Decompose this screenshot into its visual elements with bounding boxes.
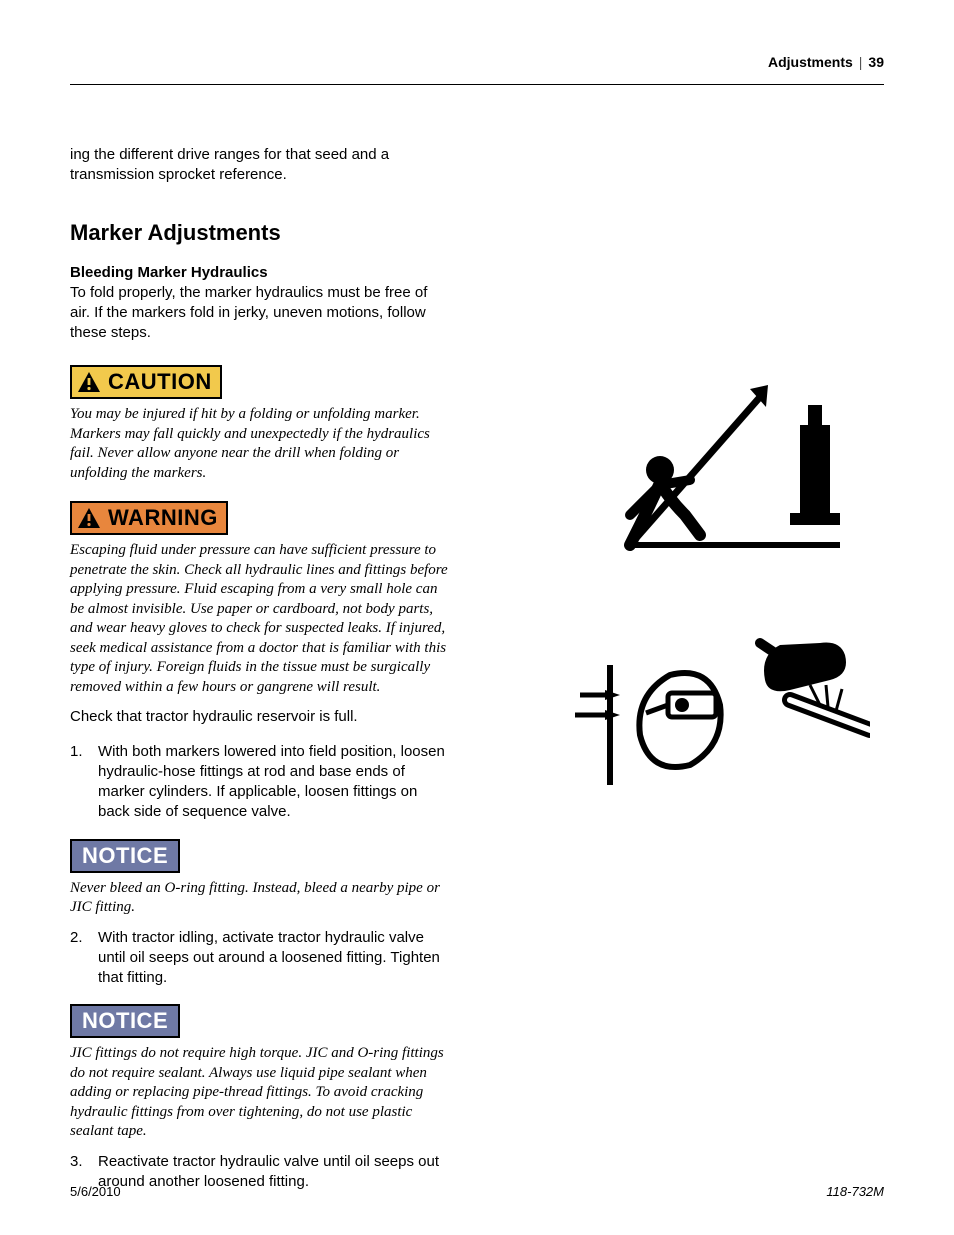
- steps-list-2: 2. With tractor idling, activate tractor…: [70, 928, 450, 989]
- notice-label-text: NOTICE: [72, 1008, 178, 1034]
- step-text: With both markers lowered into field pos…: [98, 742, 450, 823]
- illustration-folding-marker: [590, 385, 850, 555]
- steps-list-1: 1. With both markers lowered into field …: [70, 742, 450, 823]
- right-column: [490, 145, 884, 1200]
- step-text: With tractor idling, activate tractor hy…: [98, 928, 450, 989]
- footer-date: 5/6/2010: [70, 1184, 121, 1199]
- caution-label-text: CAUTION: [106, 369, 220, 395]
- caution-text: You may be injured if hit by a folding o…: [70, 405, 450, 483]
- header-page-number: 39: [868, 54, 884, 70]
- list-item: 1. With both markers lowered into field …: [70, 742, 450, 823]
- notice-label: NOTICE: [70, 839, 180, 873]
- header-separator: |: [859, 54, 863, 70]
- page: Adjustments | 39 ing the different drive…: [0, 0, 954, 1235]
- header-section: Adjustments: [768, 54, 853, 70]
- notice2-text: JIC fittings do not require high torque.…: [70, 1044, 450, 1142]
- section-title: Marker Adjustments: [70, 220, 450, 246]
- page-header: Adjustments | 39: [70, 54, 884, 70]
- notice-label-text: NOTICE: [72, 843, 178, 869]
- caution-label: CAUTION: [70, 365, 222, 399]
- left-column: ing the different drive ranges for that …: [70, 145, 450, 1200]
- content-columns: ing the different drive ranges for that …: [70, 145, 884, 1200]
- notice-label: NOTICE: [70, 1004, 180, 1038]
- intro-continuation: ing the different drive ranges for that …: [70, 145, 450, 186]
- warning-label-text: WARNING: [106, 505, 226, 531]
- alert-triangle-icon: [72, 367, 106, 397]
- alert-triangle-icon: [72, 503, 106, 533]
- warning-text: Escaping fluid under pressure can have s…: [70, 541, 450, 697]
- list-item: 2. With tractor idling, activate tractor…: [70, 928, 450, 989]
- footer-doc-number: 118-732M: [826, 1184, 884, 1199]
- page-footer: 5/6/2010 118-732M: [70, 1184, 884, 1199]
- subsection-title: Bleeding Marker Hydraulics: [70, 264, 450, 281]
- step-number: 2.: [70, 928, 98, 989]
- illustration-hydraulic-safety: [550, 635, 870, 795]
- step-number: 1.: [70, 742, 98, 823]
- check-line: Check that tractor hydraulic reservoir i…: [70, 707, 450, 727]
- notice1-text: Never bleed an O-ring fitting. Instead, …: [70, 879, 450, 918]
- subsection-intro: To fold properly, the marker hydraulics …: [70, 283, 450, 344]
- header-rule: [70, 84, 884, 85]
- warning-label: WARNING: [70, 501, 228, 535]
